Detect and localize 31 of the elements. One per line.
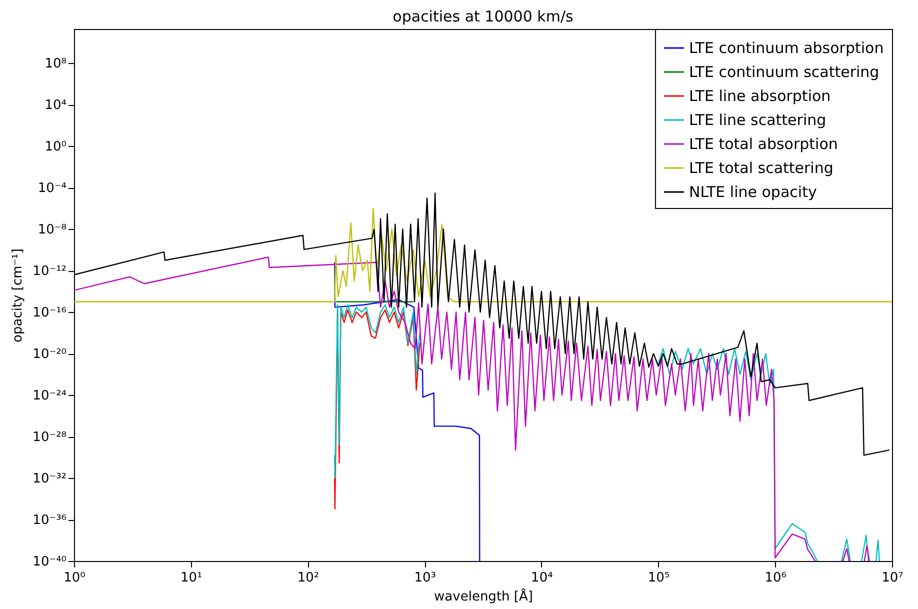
y-tick-label: 10⁻¹² — [32, 264, 66, 280]
x-axis-title: wavelength [Å] — [434, 588, 533, 604]
chart-title: opacities at 10000 km/s — [392, 8, 574, 26]
y-tick-label: 10⁻²⁸ — [32, 430, 66, 446]
y-tick-label: 10⁻³⁶ — [32, 513, 66, 528]
y-tick-label: 10⁻²⁴ — [32, 388, 66, 404]
y-tick-label: 10⁻²⁰ — [32, 347, 66, 362]
legend-label: NLTE line opacity — [689, 183, 817, 201]
x-tick-label: 10¹ — [180, 570, 202, 586]
legend-label: LTE line scattering — [689, 111, 826, 129]
y-tick-label: 10⁻⁴⁰ — [32, 554, 66, 570]
legend-label: LTE line absorption — [689, 87, 831, 105]
x-tick-label: 10⁶ — [764, 570, 787, 586]
x-tick-label: 10⁵ — [648, 570, 670, 586]
y-axis-title: opacity [cm⁻¹] — [10, 248, 26, 342]
legend-label: LTE total absorption — [689, 135, 838, 153]
y-tick-label: 10⁻⁴ — [38, 181, 66, 196]
legend-label: LTE continuum scattering — [689, 63, 880, 81]
y-tick-label: 10⁰ — [44, 140, 66, 155]
legend-label: LTE total scattering — [689, 159, 834, 177]
y-tick-label: 10⁻⁸ — [38, 222, 66, 238]
y-tick-label: 10⁻³² — [32, 472, 66, 487]
y-tick-label: 10⁴ — [44, 98, 66, 114]
x-tick-label: 10⁷ — [882, 570, 904, 586]
x-tick-label: 10⁰ — [64, 570, 86, 586]
legend-label: LTE continuum absorption — [689, 39, 884, 57]
y-tick-label: 10⁸ — [44, 56, 66, 72]
y-tick-label: 10⁻¹⁶ — [32, 306, 66, 321]
x-tick-label: 10² — [297, 570, 320, 586]
x-tick-label: 10⁴ — [531, 570, 553, 586]
x-tick-label: 10³ — [414, 570, 436, 586]
